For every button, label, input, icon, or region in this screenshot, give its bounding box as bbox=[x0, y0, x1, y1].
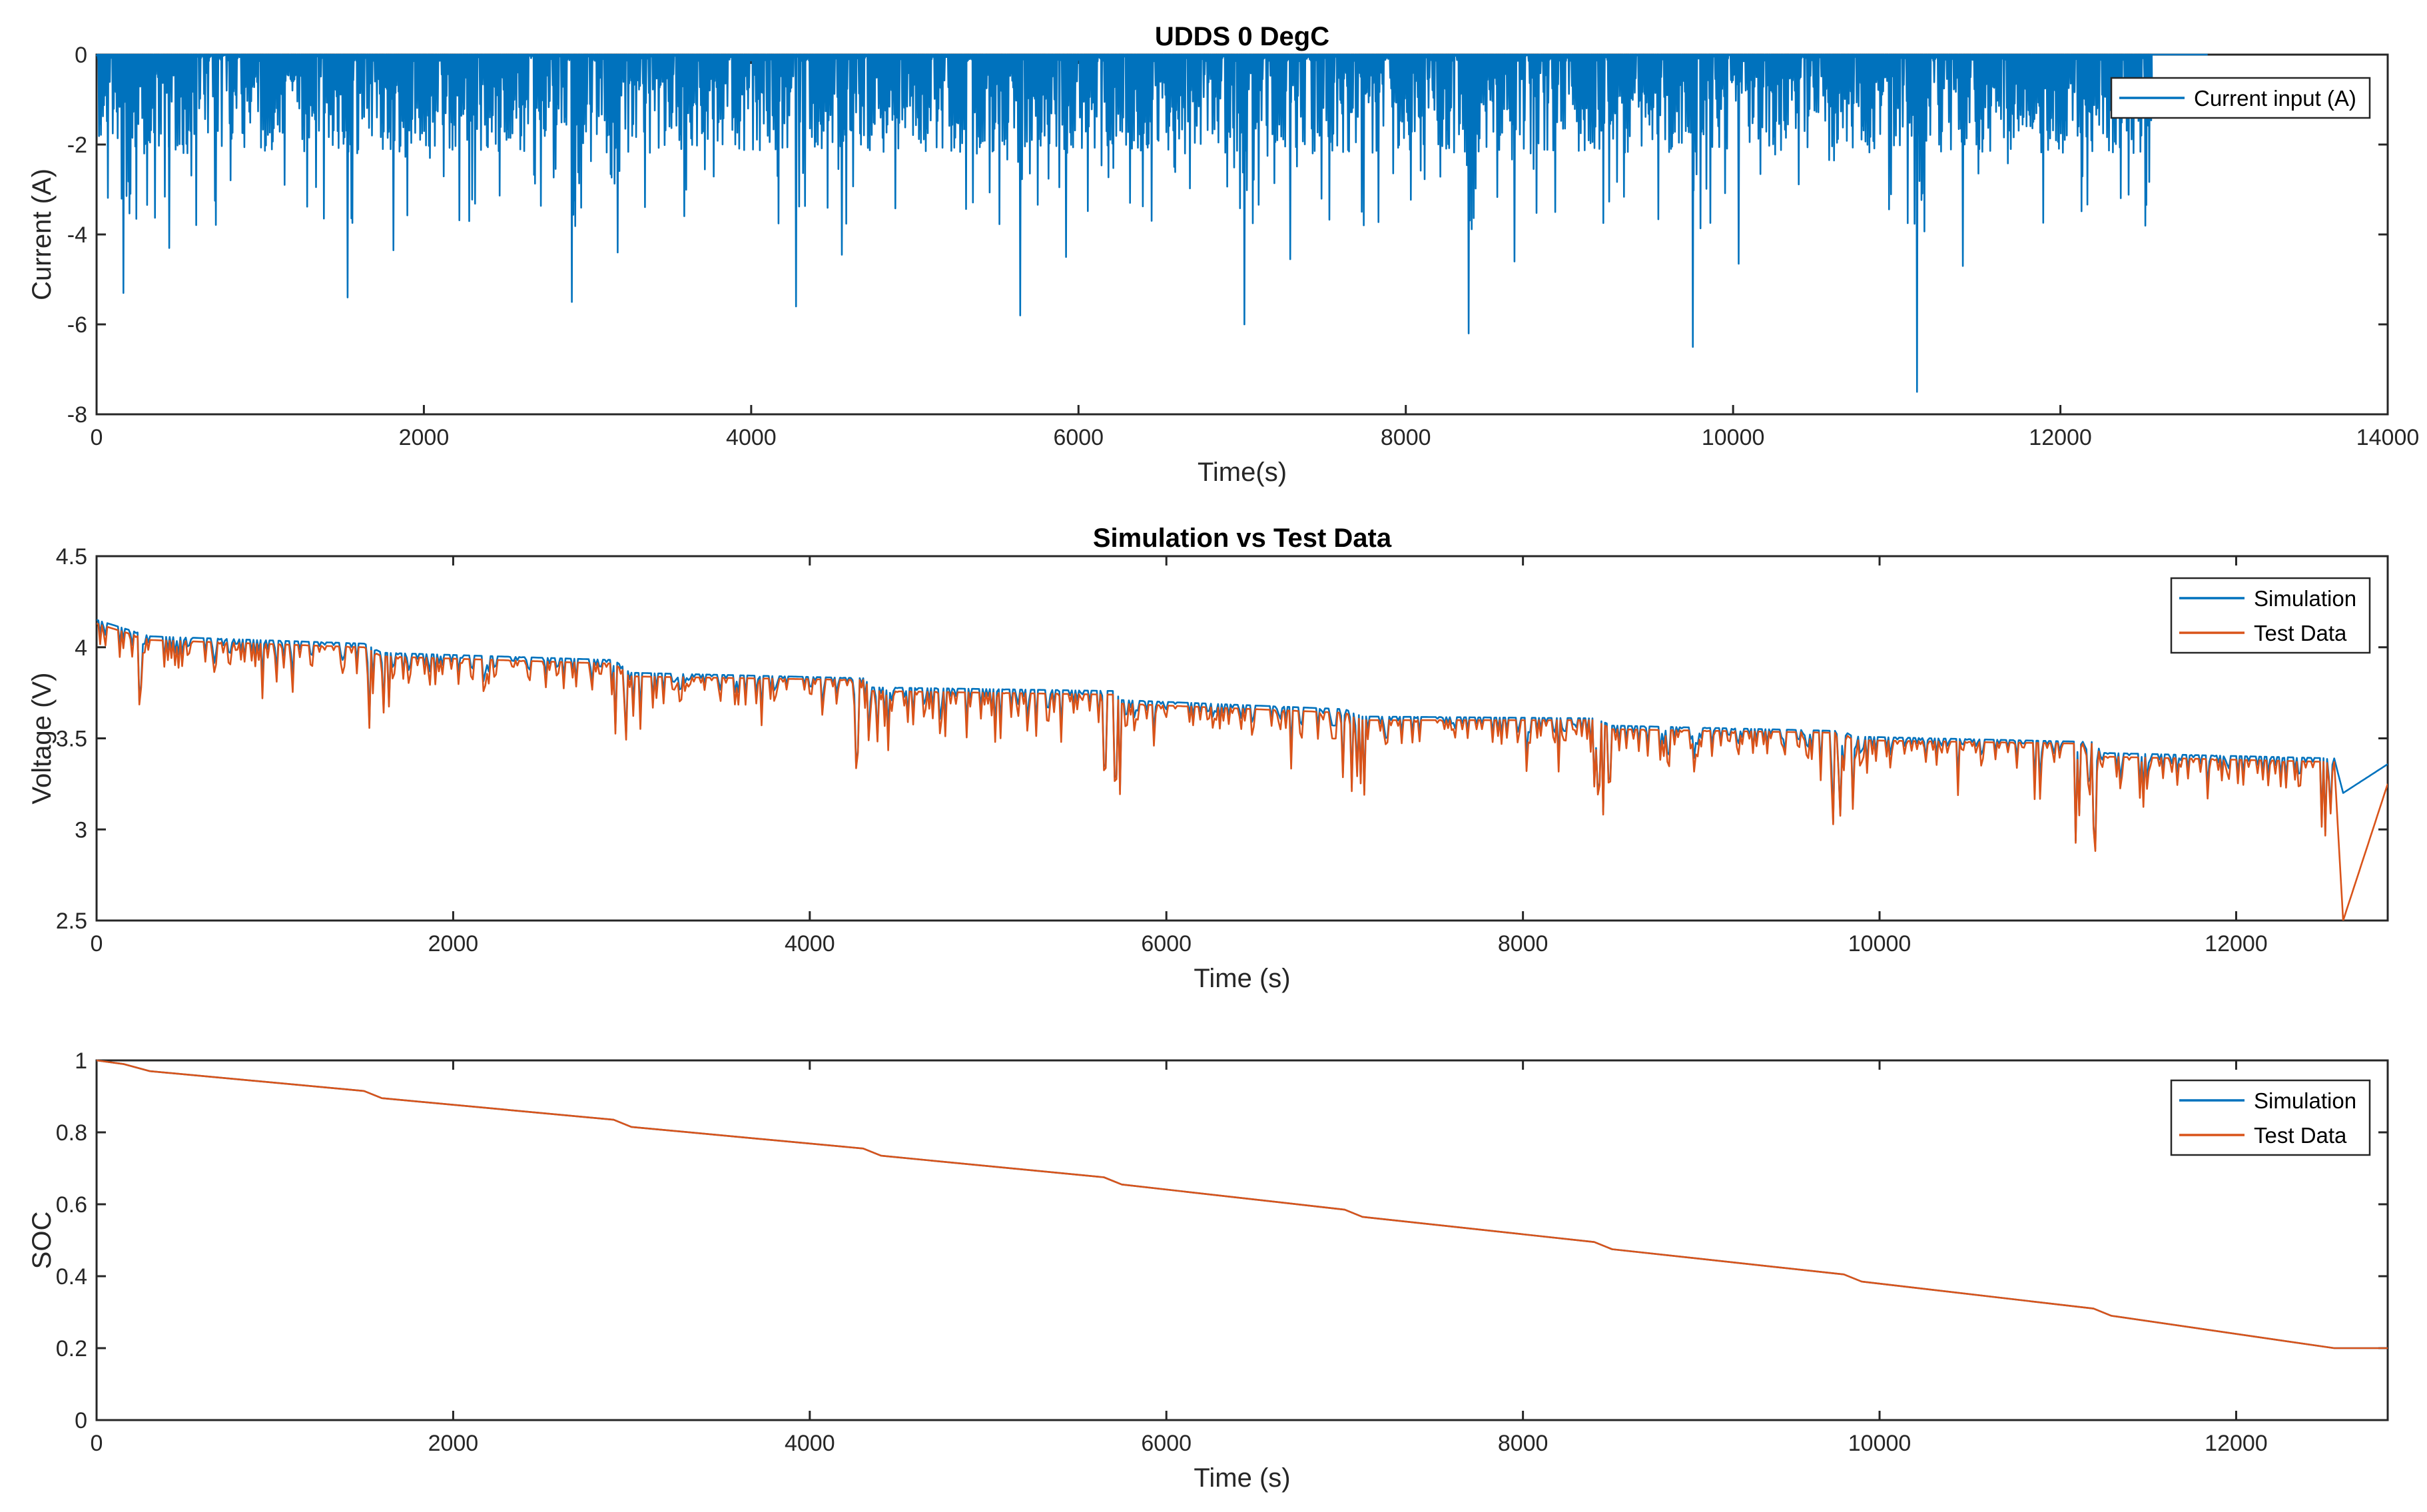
x-tick-label: 12000 bbox=[2029, 425, 2092, 450]
legend-label: Simulation bbox=[2254, 1088, 2356, 1113]
y-tick-label: 0.2 bbox=[56, 1336, 87, 1361]
x-tick-label: 0 bbox=[91, 1431, 103, 1456]
legend-1: Current input (A) bbox=[2110, 77, 2371, 119]
legend-label: Current input (A) bbox=[2194, 86, 2356, 111]
y-axis-label: Voltage (V) bbox=[27, 673, 57, 805]
x-tick-label: 2000 bbox=[428, 1431, 479, 1456]
axes-2: 0 2000 4000 6000 8000 10000 12000 2.5 3 3.5 4 4.5 Si… bbox=[27, 524, 2389, 993]
x-tick-label: 12000 bbox=[2205, 931, 2268, 956]
axes-box bbox=[95, 555, 2389, 922]
x-tick-label: 10000 bbox=[1702, 425, 1765, 450]
x-axis-label: Time(s) bbox=[1198, 458, 1287, 487]
chart-title: UDDS 0 DegC bbox=[1155, 22, 1329, 51]
y-tick-label: -4 bbox=[67, 222, 87, 248]
legend-3: Simulation Test Data bbox=[2170, 1079, 2371, 1156]
x-tick-label: 10000 bbox=[1848, 931, 1911, 956]
x-tick-label: 4000 bbox=[726, 425, 777, 450]
legend-2: Simulation Test Data bbox=[2170, 577, 2371, 654]
x-tick-label: 4000 bbox=[785, 931, 835, 956]
legend-box bbox=[2110, 77, 2371, 119]
x-tick-label: 8000 bbox=[1498, 1431, 1549, 1456]
x-tick-label: 2000 bbox=[399, 425, 450, 450]
legend-box bbox=[2170, 1079, 2371, 1156]
axes-3: 0 2000 4000 6000 8000 10000 12000 0 0.2 0.4 0.6 0.8… bbox=[27, 1048, 2389, 1493]
y-tick-label: 0.4 bbox=[56, 1264, 87, 1290]
x-tick-label: 6000 bbox=[1141, 931, 1192, 956]
y-tick-label: 0 bbox=[75, 1408, 87, 1433]
x-tick-label: 0 bbox=[91, 931, 103, 956]
y-tick-label: 1 bbox=[75, 1048, 87, 1074]
x-axis-label: Time (s) bbox=[1194, 964, 1290, 993]
legend-label: Test Data bbox=[2254, 621, 2347, 645]
y-tick-label: 0 bbox=[75, 43, 87, 68]
y-tick-label: 3 bbox=[75, 817, 87, 843]
y-tick-label: 0.6 bbox=[56, 1192, 87, 1218]
x-tick-label: 12000 bbox=[2205, 1431, 2268, 1456]
x-tick-label: 10000 bbox=[1848, 1431, 1911, 1456]
series-test-data bbox=[97, 622, 2388, 921]
y-axis-label: SOC bbox=[27, 1212, 57, 1270]
y-tick-label: 4.5 bbox=[56, 544, 87, 569]
chart-title: Simulation vs Test Data bbox=[1093, 524, 1392, 553]
axes-box bbox=[95, 1059, 2389, 1421]
y-tick-label: -2 bbox=[67, 133, 87, 158]
y-tick-label: 2.5 bbox=[56, 909, 87, 934]
x-axis-label: Time (s) bbox=[1194, 1463, 1290, 1493]
x-tick-label: 4000 bbox=[785, 1431, 835, 1456]
x-tick-label: 0 bbox=[91, 425, 103, 450]
x-tick-label: 2000 bbox=[428, 931, 479, 956]
legend-label: Simulation bbox=[2254, 586, 2356, 611]
x-tick-label: 6000 bbox=[1053, 425, 1104, 450]
x-tick-label: 6000 bbox=[1141, 1431, 1192, 1456]
x-tick-label: 8000 bbox=[1498, 931, 1549, 956]
y-tick-label: -8 bbox=[67, 402, 87, 428]
y-tick-label: 3.5 bbox=[56, 727, 87, 752]
axes-1: 0 2000 4000 6000 8000 10000 12000 14000 0 -2 -4 -6 -… bbox=[27, 22, 2419, 487]
series-current-input bbox=[95, 53, 2208, 393]
y-axis-label: Current (A) bbox=[27, 169, 57, 300]
y-tick-label: 0.8 bbox=[56, 1120, 87, 1146]
x-tick-label: 8000 bbox=[1381, 425, 1431, 450]
series-simulation bbox=[97, 619, 2388, 850]
legend-label: Test Data bbox=[2254, 1123, 2347, 1148]
y-tick-label: -6 bbox=[67, 312, 87, 338]
series-soc-test-data bbox=[96, 1059, 2388, 1349]
x-tick-label: 14000 bbox=[2356, 425, 2420, 450]
legend-box bbox=[2170, 577, 2371, 654]
y-tick-label: 4 bbox=[75, 635, 87, 661]
